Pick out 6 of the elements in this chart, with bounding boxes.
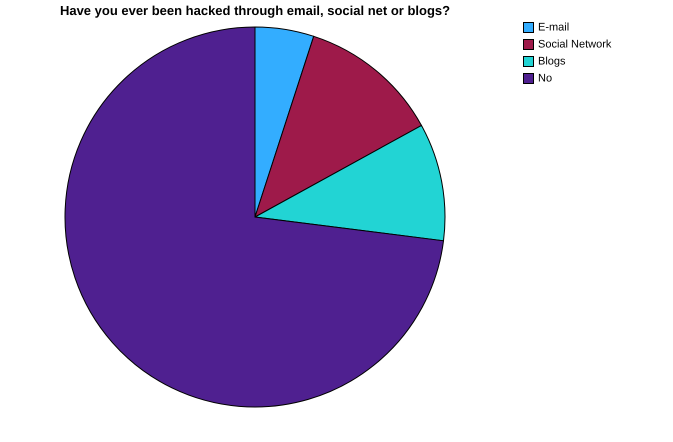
chart-title: Have you ever been hacked through email, social net or blogs?: [60, 3, 450, 18]
pie-slice: [64, 26, 444, 408]
legend-label: Blogs: [538, 56, 566, 68]
legend-label: Social Network: [538, 38, 612, 50]
legend-label: No: [538, 72, 552, 84]
legend-label: E-mail: [538, 22, 570, 34]
